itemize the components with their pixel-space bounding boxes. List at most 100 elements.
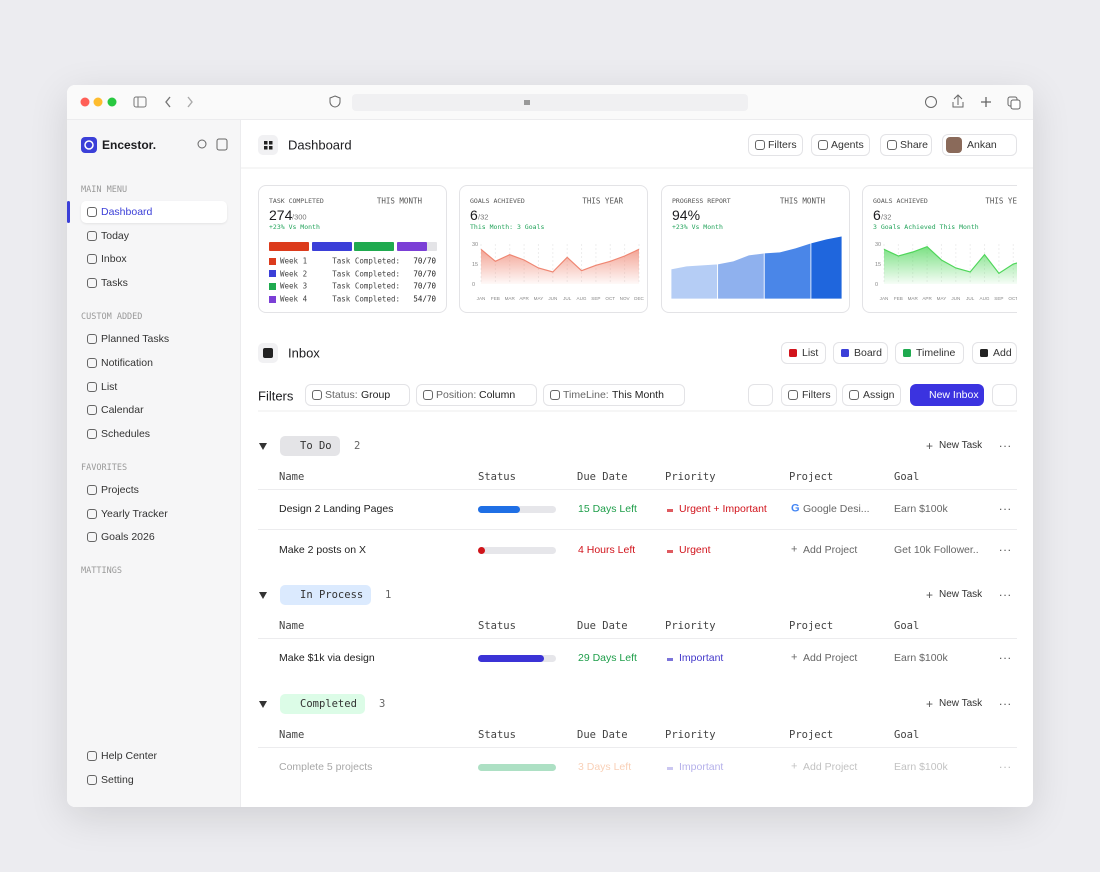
action-button[interactable] — [842, 384, 901, 406]
x-tick-label: SEP — [591, 296, 600, 301]
column-header: Status — [478, 619, 516, 632]
group-pill[interactable] — [280, 436, 340, 456]
card-label: PROGRESS REPORT — [672, 196, 731, 205]
more: ... — [999, 436, 1013, 450]
group-name: In Process — [300, 588, 364, 601]
dropdown-label: TimeLine: — [563, 388, 609, 401]
icon — [87, 484, 97, 495]
group-name: Completed — [300, 697, 357, 710]
section-title: MAIN MENU — [81, 184, 128, 195]
view-button[interactable] — [895, 342, 964, 364]
dropdown-value: This Month — [612, 388, 664, 401]
week-value: 70/70 — [413, 281, 436, 291]
cards: TASK COMPLETED THIS MONTH 274/300 +23% Vs M… — [258, 185, 1017, 315]
x-tick-label: FEB — [491, 296, 500, 301]
x-tick-label: JUL — [563, 296, 572, 301]
week-name: Week 4 — [280, 294, 308, 304]
view-icon — [841, 349, 849, 357]
legend-swatch — [269, 282, 276, 290]
x-tick-label: APR — [922, 296, 932, 301]
week-name: Week 3 — [280, 281, 308, 291]
y-tick-label: 0 — [472, 282, 475, 288]
mini-chart: 01530JANFEBMARAPRMAYJUNJULAUGSEPOCTNOVDE… — [875, 242, 1017, 301]
y-tick-label: 15 — [875, 262, 881, 268]
active-marker — [67, 201, 70, 223]
card: GOALS ACHIEVED THIS YEAR 6/32 This Month: 3… — [459, 185, 648, 313]
export-button[interactable] — [992, 384, 1017, 406]
nav-item: Dashboard — [101, 205, 153, 218]
card: PROGRESS REPORT THIS MONTH 94% +23% Vs Mont… — [661, 185, 850, 313]
area-band — [763, 242, 812, 300]
column-header: Project — [789, 470, 834, 483]
avatar — [946, 137, 962, 153]
user-button[interactable] — [942, 134, 1017, 156]
column-header: Status — [478, 470, 516, 483]
card-total: /32 — [478, 212, 489, 222]
action-label: Assign — [863, 388, 895, 401]
icon — [87, 774, 97, 785]
footer-item: Setting — [101, 773, 134, 786]
view-button[interactable] — [972, 342, 1017, 364]
dropdown[interactable] — [305, 384, 410, 406]
area-band — [670, 263, 719, 300]
header-button[interactable] — [880, 134, 932, 156]
x-tick-label: JAN — [880, 296, 889, 301]
plus: + — [926, 588, 934, 602]
divider — [258, 638, 1017, 639]
card-period: THIS YEAR — [985, 196, 1017, 206]
line — [480, 248, 640, 273]
new-task: New Task — [939, 589, 983, 600]
column-header: Goal — [894, 728, 920, 741]
more: ... — [999, 585, 1013, 599]
header-button[interactable] — [811, 134, 870, 156]
collapse-arrow[interactable] — [259, 443, 267, 450]
group-count: 3 — [379, 697, 386, 710]
search-button[interactable] — [748, 384, 773, 406]
collapse-arrow[interactable] — [259, 701, 267, 708]
column-header: Due Date — [577, 619, 628, 632]
column-header: Name — [279, 728, 305, 741]
group-pill[interactable] — [280, 694, 365, 714]
x-tick-label: SEP — [994, 296, 1003, 301]
view-button[interactable] — [833, 342, 888, 364]
nav-item: List — [101, 380, 118, 393]
group-name: To Do — [300, 439, 332, 452]
brand: Encestor. — [102, 138, 157, 152]
dropdown[interactable] — [543, 384, 685, 406]
card-value: 274 — [269, 207, 293, 223]
group-pill[interactable] — [280, 585, 371, 605]
active-item[interactable] — [81, 201, 227, 223]
primary-label: New Inbox — [929, 388, 979, 401]
icon — [788, 390, 798, 400]
section-title: Inbox — [288, 345, 320, 361]
bar-segment — [396, 242, 428, 251]
nav-item: Schedules — [101, 427, 151, 440]
dropdown[interactable] — [416, 384, 537, 406]
plus: + — [926, 697, 934, 711]
icon — [550, 390, 560, 400]
nav-item: Today — [101, 229, 130, 242]
icon — [87, 428, 97, 439]
group-count: 1 — [385, 588, 392, 601]
action-button[interactable] — [781, 384, 837, 406]
icon — [87, 357, 97, 368]
footer-item: Help Center — [101, 749, 158, 762]
week-name: Week 2 — [280, 268, 308, 278]
icon — [87, 230, 97, 241]
legend-swatch — [269, 295, 276, 303]
x-tick-label: FEB — [894, 296, 903, 301]
line — [883, 245, 1017, 275]
view-label: Board — [854, 346, 883, 359]
x-tick-label: MAY — [534, 296, 544, 301]
header-button[interactable] — [748, 134, 803, 156]
card-label: GOALS ACHIEVED — [470, 196, 525, 205]
nav-item: Notification — [101, 356, 153, 369]
card-period: THIS MONTH — [779, 196, 825, 206]
primary-button[interactable] — [910, 384, 984, 406]
header-button-label: Agents — [831, 138, 864, 151]
view-button[interactable] — [781, 342, 826, 364]
collapse-arrow[interactable] — [259, 592, 267, 599]
plus: + — [926, 439, 934, 453]
divider — [258, 489, 1017, 490]
